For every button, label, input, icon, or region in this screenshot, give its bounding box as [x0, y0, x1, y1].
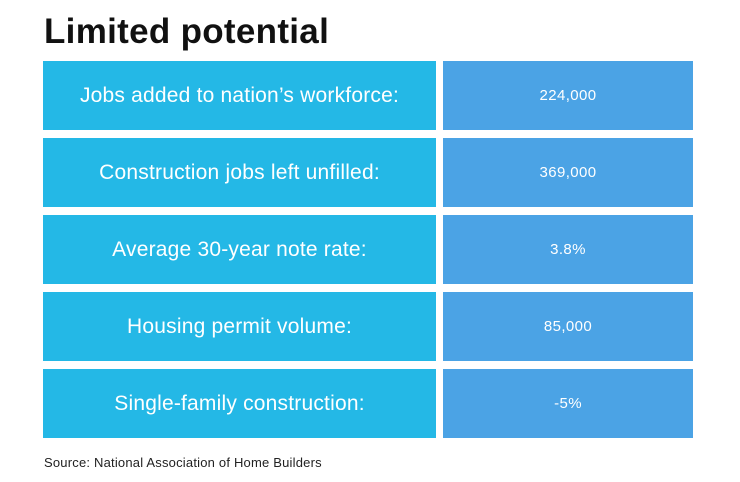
page-title: Limited potential — [44, 12, 330, 51]
table-row: Construction jobs left unfilled: 369,000 — [43, 138, 693, 207]
stats-table: Jobs added to nation’s workforce: 224,00… — [43, 61, 693, 438]
row-value: -5% — [443, 369, 693, 438]
row-label: Single-family construction: — [43, 369, 436, 438]
row-value: 369,000 — [443, 138, 693, 207]
row-label: Average 30-year note rate: — [43, 215, 436, 284]
row-label: Construction jobs left unfilled: — [43, 138, 436, 207]
table-row: Housing permit volume: 85,000 — [43, 292, 693, 361]
row-label: Jobs added to nation’s workforce: — [43, 61, 436, 130]
table-row: Single-family construction: -5% — [43, 369, 693, 438]
row-label: Housing permit volume: — [43, 292, 436, 361]
row-value: 3.8% — [443, 215, 693, 284]
source-note: Source: National Association of Home Bui… — [44, 455, 322, 470]
table-row: Average 30-year note rate: 3.8% — [43, 215, 693, 284]
table-row: Jobs added to nation’s workforce: 224,00… — [43, 61, 693, 130]
row-value: 224,000 — [443, 61, 693, 130]
row-value: 85,000 — [443, 292, 693, 361]
